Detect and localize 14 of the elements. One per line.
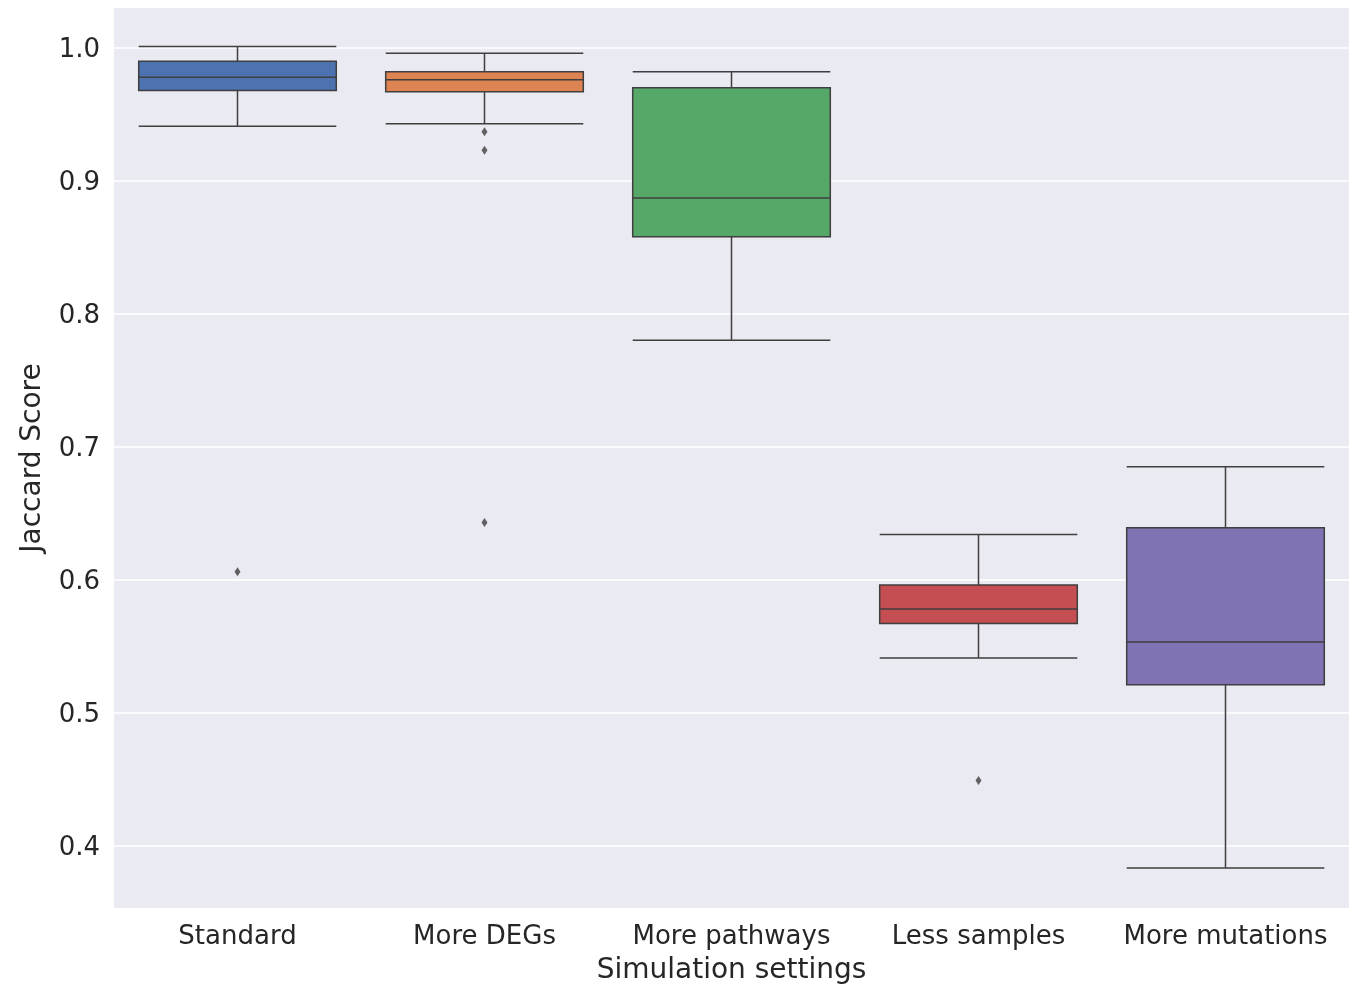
x-tick-label: Less samples — [891, 920, 1066, 950]
x-tick-label: More mutations — [1123, 920, 1328, 950]
x-tick-label: More pathways — [632, 920, 831, 950]
x-tick-label: More DEGs — [413, 920, 556, 950]
y-tick-label: 0.5 — [58, 697, 100, 728]
y-tick-label: 1.0 — [58, 32, 100, 63]
y-tick-label: 0.4 — [58, 830, 100, 861]
x-axis-title: Simulation settings — [596, 951, 867, 985]
y-tick-label: 0.7 — [58, 431, 100, 462]
y-tick-label: 0.9 — [58, 165, 100, 196]
y-tick-label: 0.6 — [58, 564, 100, 595]
y-tick-label: 0.8 — [58, 298, 100, 329]
x-tick-label: Standard — [178, 920, 297, 950]
y-axis-title: Jaccard Score — [13, 363, 47, 555]
